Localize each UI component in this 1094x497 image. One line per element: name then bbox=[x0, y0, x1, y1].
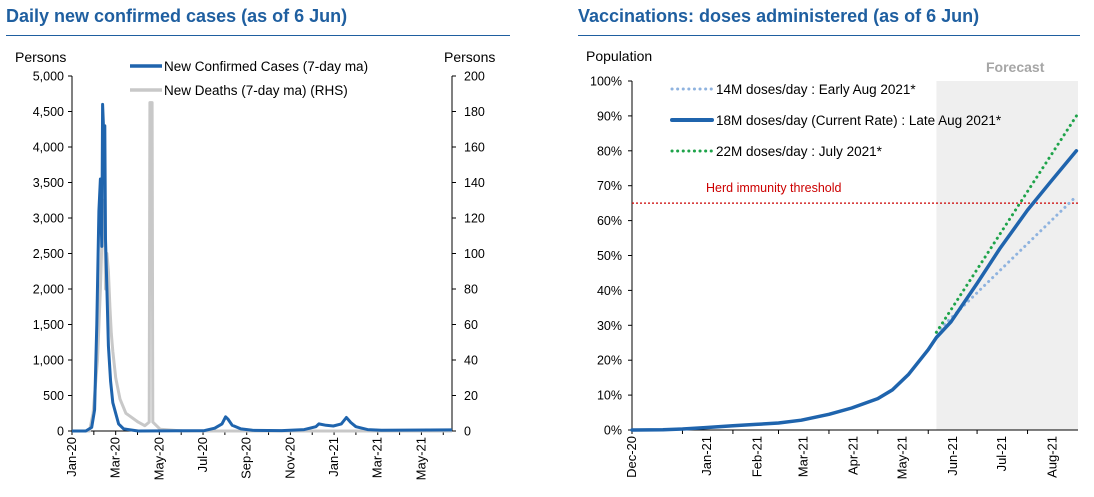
left-y-tick-label: 500 bbox=[43, 389, 64, 403]
y-tick-label: 40% bbox=[597, 284, 622, 298]
x-tick-label: Jan-21 bbox=[699, 436, 714, 476]
x-tick-label: Jan-20 bbox=[64, 437, 79, 477]
x-tick-label: Apr-21 bbox=[846, 436, 861, 475]
x-tick-label: Jun-21 bbox=[945, 436, 960, 476]
x-tick-label: Sep-20 bbox=[239, 437, 254, 479]
legend-18m-label: 18M doses/day (Current Rate) : Late Aug … bbox=[716, 113, 1002, 128]
x-tick-label: May-21 bbox=[895, 436, 910, 479]
x-tick-label: Dec-20 bbox=[624, 436, 639, 478]
legend-deaths-label: New Deaths (7-day ma) (RHS) bbox=[164, 83, 348, 98]
x-tick-label: Mar-20 bbox=[108, 437, 123, 478]
cases-series-line bbox=[72, 102, 453, 433]
left-chart-title: Daily new confirmed cases (as of 6 Jun) bbox=[6, 6, 348, 26]
right-y-tick-label: 0 bbox=[464, 425, 471, 439]
left-title-rule bbox=[6, 35, 510, 36]
right-y-tick-label: 120 bbox=[464, 212, 485, 226]
x-tick-label: Jul-21 bbox=[994, 436, 1009, 471]
right-title-rule bbox=[578, 35, 1080, 36]
right-y-tick-label: 40 bbox=[464, 354, 478, 368]
left-y-tick-label: 5,000 bbox=[33, 70, 64, 84]
left-y-tick-label: 1,500 bbox=[33, 318, 64, 332]
left-y-tick-label: 2,000 bbox=[33, 283, 64, 297]
x-tick-label: Feb-21 bbox=[750, 436, 765, 477]
legend-14m-label: 14M doses/day : Early Aug 2021* bbox=[716, 82, 916, 97]
right-y-tick-label: 200 bbox=[464, 70, 485, 84]
y-tick-label: 60% bbox=[597, 214, 622, 228]
right-y-tick-label: 20 bbox=[464, 389, 478, 403]
left-y-tick-label: 2,500 bbox=[33, 247, 64, 261]
x-tick-label: Mar-21 bbox=[795, 436, 810, 477]
y-tick-label: 20% bbox=[597, 354, 622, 368]
scenario-22m-line bbox=[934, 114, 1078, 334]
forecast-region bbox=[936, 81, 1078, 430]
forecast-label: Forecast bbox=[986, 59, 1045, 75]
y-tick-label: 80% bbox=[597, 144, 622, 158]
right-chart-title: Vaccinations: doses administered (as of … bbox=[578, 6, 980, 26]
x-tick-label: May-21 bbox=[413, 437, 428, 480]
x-tick-label: May-20 bbox=[151, 437, 166, 480]
right-y-tick-label: 100 bbox=[464, 247, 485, 261]
y-tick-label: 90% bbox=[597, 109, 622, 123]
right-y-tick-label: 60 bbox=[464, 318, 478, 332]
left-y-tick-label: 4,000 bbox=[33, 141, 64, 155]
deaths-series-line bbox=[72, 101, 452, 433]
x-tick-label: Mar-21 bbox=[370, 437, 385, 478]
y-axis-label: Population bbox=[586, 48, 652, 64]
x-tick-label: Nov-20 bbox=[282, 437, 297, 479]
right-y-tick-label: 140 bbox=[464, 176, 485, 190]
left-y-tick-label: 0 bbox=[57, 425, 64, 439]
right-y-tick-label: 180 bbox=[464, 105, 485, 119]
legend-22m-label: 22M doses/day : July 2021* bbox=[716, 144, 883, 159]
left-y-tick-label: 3,500 bbox=[33, 176, 64, 190]
legend-cases-label: New Confirmed Cases (7-day ma) bbox=[164, 59, 368, 74]
scenario-18m-line bbox=[630, 149, 1079, 432]
left-y-tick-label: 3,000 bbox=[33, 212, 64, 226]
y-tick-label: 30% bbox=[597, 319, 622, 333]
herd-immunity-label: Herd immunity threshold bbox=[706, 181, 842, 195]
x-tick-label: Jan-21 bbox=[326, 437, 341, 477]
left-y-axis-label: Persons bbox=[15, 49, 66, 65]
left-y-tick-label: 1,000 bbox=[33, 354, 64, 368]
right-y-axis-label: Persons bbox=[444, 49, 495, 65]
y-tick-label: 70% bbox=[597, 179, 622, 193]
left-y-tick-label: 4,500 bbox=[33, 105, 64, 119]
right-y-tick-label: 80 bbox=[464, 283, 478, 297]
x-tick-label: Aug-21 bbox=[1044, 436, 1059, 478]
y-tick-label: 0% bbox=[604, 424, 622, 438]
y-tick-label: 100% bbox=[590, 75, 622, 89]
y-tick-label: 10% bbox=[597, 389, 622, 403]
right-y-tick-label: 160 bbox=[464, 141, 485, 155]
y-tick-label: 50% bbox=[597, 249, 622, 263]
x-tick-label: Jul-20 bbox=[195, 437, 210, 472]
